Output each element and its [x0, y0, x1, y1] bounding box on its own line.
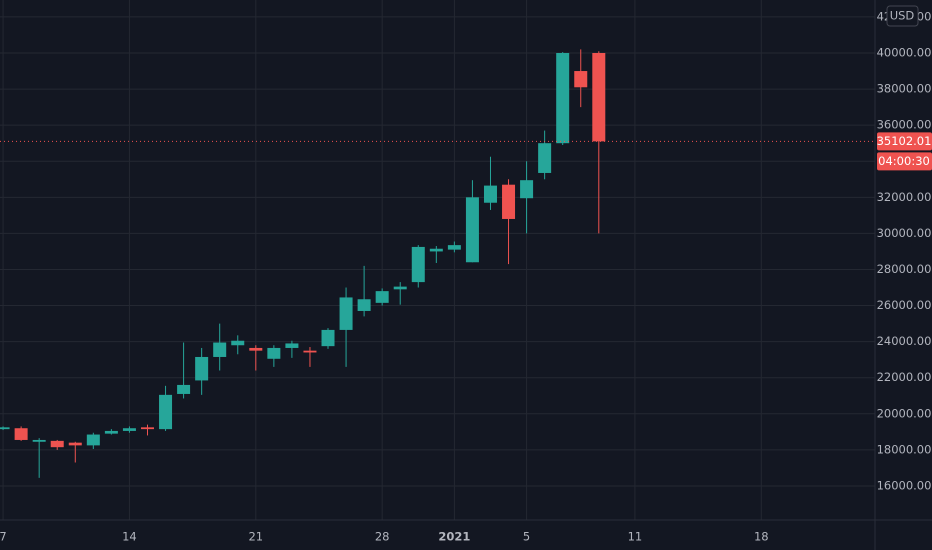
axes: 16000.00 18000.00 20000.00 22000.00 24000.00…	[0, 5, 932, 544]
candle-body	[303, 350, 317, 353]
candle-body	[14, 428, 28, 440]
y-tick-label: 24000.00	[877, 334, 932, 348]
grid	[0, 0, 875, 520]
candle-body	[357, 299, 371, 311]
candle-body	[140, 427, 154, 430]
candle-body	[321, 329, 335, 347]
candle-body	[429, 248, 443, 252]
y-tick-label: 40000.00	[877, 46, 932, 60]
candle-body	[249, 347, 263, 351]
x-tick-label: 28	[375, 530, 390, 544]
candle-body	[375, 291, 389, 303]
candle-body	[159, 394, 173, 430]
price-label: 35102.01	[877, 134, 932, 148]
x-tick-label: 14	[122, 530, 137, 544]
countdown-label: 04:00:30	[878, 154, 930, 168]
candle-body	[411, 246, 425, 283]
candle-body	[213, 342, 227, 357]
y-tick-label: 30000.00	[877, 226, 932, 240]
y-tick-label: 38000.00	[877, 82, 932, 96]
candle-body	[68, 442, 82, 446]
y-tick-label: 36000.00	[877, 118, 932, 132]
x-tick-label: 21	[248, 530, 263, 544]
countdown-box	[877, 152, 932, 171]
candle-body	[574, 71, 588, 88]
y-tick-label: 28000.00	[877, 262, 932, 276]
currency-badge	[886, 5, 919, 27]
price-label-box	[877, 132, 932, 151]
y-tick-label: 26000.00	[877, 298, 932, 312]
candle-body	[538, 143, 552, 173]
candle-body	[86, 434, 100, 446]
candle-body	[502, 184, 516, 219]
y-tick-label: 22000.00	[877, 370, 932, 384]
plot-area	[0, 49, 875, 478]
currency-label: USD	[890, 9, 915, 23]
candle-body	[393, 286, 407, 290]
candle-body	[592, 53, 606, 142]
candle-body	[32, 439, 46, 442]
y-tick-label: 20000.00	[877, 406, 932, 420]
candle-body	[122, 428, 136, 431]
x-tick-label: 11	[628, 530, 643, 544]
candle-body	[177, 384, 191, 394]
candle-body	[556, 53, 570, 144]
candle-body	[267, 347, 281, 359]
candle-body	[0, 427, 10, 430]
candle-body	[231, 340, 245, 346]
candle-body	[447, 245, 461, 250]
y-tick-label: 18000.00	[877, 442, 932, 456]
candle-body	[520, 180, 534, 199]
x-tick-label: 7	[0, 530, 7, 544]
y-tick-label: 16000.00	[877, 478, 932, 492]
candle-body	[483, 185, 497, 203]
y-tick-label: 32000.00	[877, 190, 932, 204]
candle-body	[195, 356, 209, 381]
x-tick-label: 2021	[438, 530, 470, 544]
candle-body	[104, 430, 118, 434]
candle-body	[50, 440, 64, 448]
x-tick-label: 5	[523, 530, 530, 544]
candle-body	[285, 343, 299, 348]
candle-body	[339, 297, 353, 330]
x-tick-label: 18	[754, 530, 769, 544]
candle-body	[465, 197, 479, 263]
